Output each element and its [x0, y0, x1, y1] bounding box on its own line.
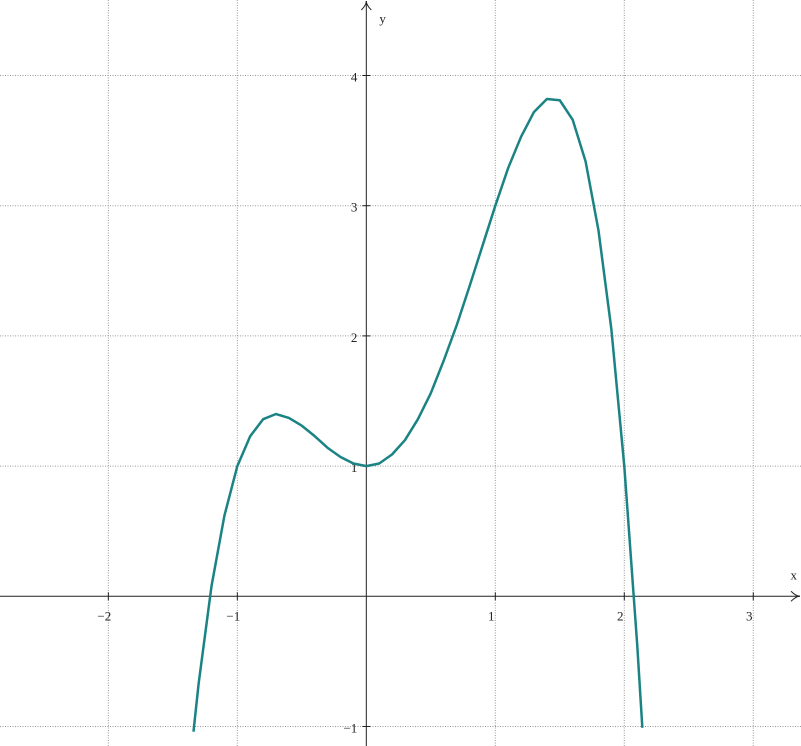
y-axis-label: y — [379, 11, 386, 26]
x-axis-label: x — [791, 567, 798, 582]
curve — [193, 99, 642, 732]
x-tick-label: 1 — [488, 608, 495, 623]
y-tick-label: 4 — [351, 69, 358, 84]
y-tick-label: 3 — [351, 200, 358, 215]
x-tick-label: 2 — [617, 608, 624, 623]
x-tick-label: 3 — [746, 608, 753, 623]
y-tick-label: −1 — [343, 720, 357, 735]
y-tick-label: 2 — [351, 330, 358, 345]
page: {"chart_data": { "type": "line", "x_labe… — [0, 0, 801, 746]
x-tick-label: −2 — [97, 608, 111, 623]
axes: −2−1123−11234xy — [0, 1, 800, 746]
plot-area — [193, 99, 642, 732]
grid — [0, 0, 801, 746]
x-tick-label: −1 — [226, 608, 240, 623]
chart: −2−1123−11234xy — [0, 0, 801, 746]
